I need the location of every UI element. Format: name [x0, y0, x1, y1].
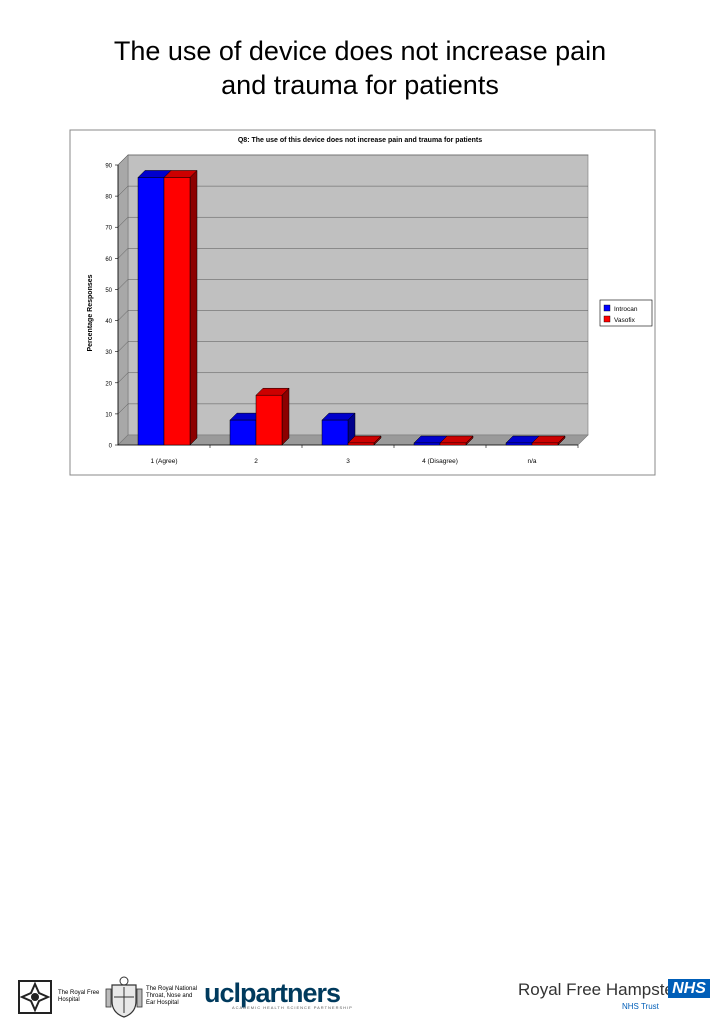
bar-front: [439, 442, 467, 446]
plot-area: 0 10 20 30 40 50 60 70 80 90 1 (Agree) 2 3 4 (Disagre…: [105, 154, 589, 465]
y-tick-label: 80: [105, 195, 112, 201]
bar-chart: Q8: The use of this device does not incr…: [69, 129, 656, 476]
gridline: [117, 403, 588, 415]
bar-side: [281, 387, 290, 446]
legend-label: Vasofix: [614, 317, 636, 324]
gridline: [117, 216, 588, 228]
rnt-crest-icon: [105, 976, 143, 1018]
x-tick-label: 1 (Agree): [150, 458, 177, 465]
gridline: [117, 341, 588, 352]
bar-front: [255, 394, 283, 446]
legend-swatch: [603, 315, 611, 323]
slide-title-line-1: The use of device does not increase pain: [113, 36, 607, 66]
bar-vasofix-4: [531, 435, 566, 446]
royal-free-crest-icon: [18, 980, 52, 1014]
gridline: [117, 310, 588, 321]
chart-title: Q8: The use of this device does not incr…: [238, 137, 482, 144]
uclpartners-subtitle: ACADEMIC HEALTH SCIENCE PARTNERSHIP: [232, 1005, 353, 1010]
gridline: [117, 154, 588, 166]
y-axis-label: Percentage Responses: [87, 274, 94, 351]
plot-side-wall: [117, 154, 129, 446]
legend-label: Introcan: [614, 306, 638, 313]
rnt-label-line-2: Throat, Nose and: [146, 993, 193, 999]
bar-vasofix-0: [163, 169, 198, 446]
rnt-label-line-1: The Royal National: [146, 986, 198, 992]
bar-vasofix-1: [255, 387, 290, 446]
gridline: [117, 248, 588, 259]
royal-free-hospital-label: The Royal Free Hospital: [58, 990, 100, 1003]
bar-front: [229, 419, 257, 446]
rnt-label-line-3: Ear Hospital: [146, 1000, 179, 1006]
y-tick-label: 10: [105, 412, 112, 418]
rnt-hospital-label: The Royal National Throat, Nose and Ear …: [146, 986, 206, 1007]
x-tick-label: 3: [346, 458, 350, 465]
bar-side: [189, 169, 198, 446]
bar-front: [321, 419, 349, 446]
plot-back-wall: [127, 154, 589, 436]
y-tick-label: 20: [105, 381, 112, 387]
bar-introcan-2: [321, 412, 356, 446]
bar-front: [163, 177, 191, 446]
y-tick-label: 60: [105, 257, 112, 263]
footer: The Royal Free Hospital The Royal Nation…: [0, 486, 720, 1018]
royal-free-hampstead-label: Royal Free Hampstead: [518, 980, 693, 999]
bar-front: [505, 442, 533, 446]
nhs-logo: NHS: [668, 979, 710, 998]
bar-vasofix-3: [439, 435, 474, 446]
y-tick-label: 50: [105, 288, 112, 294]
gridline: [117, 279, 588, 290]
y-tick-label: 70: [105, 226, 112, 232]
x-tick-label: n/a: [527, 458, 536, 465]
bar-front: [137, 177, 165, 446]
bar-front: [347, 442, 375, 446]
bar-front: [531, 442, 559, 446]
y-tick-label: 30: [105, 350, 112, 356]
slide-title-line-2: and trauma for patients: [221, 70, 499, 100]
gridline: [117, 185, 588, 197]
legend: Introcan Vasofix: [599, 299, 653, 327]
nhs-trust-label: NHS Trust: [622, 1002, 659, 1011]
y-tick-label: 0: [109, 444, 113, 450]
gridline: [117, 372, 588, 383]
legend-swatch: [603, 304, 611, 312]
bar-vasofix-2: [347, 435, 382, 446]
x-tick-label: 2: [254, 458, 258, 465]
slide-title: The use of device does not increase pain…: [0, 34, 720, 102]
y-tick-label: 40: [105, 319, 112, 325]
bar-front: [413, 442, 441, 446]
x-tick-label: 4 (Disagree): [422, 458, 458, 465]
y-tick-label: 90: [105, 164, 112, 170]
